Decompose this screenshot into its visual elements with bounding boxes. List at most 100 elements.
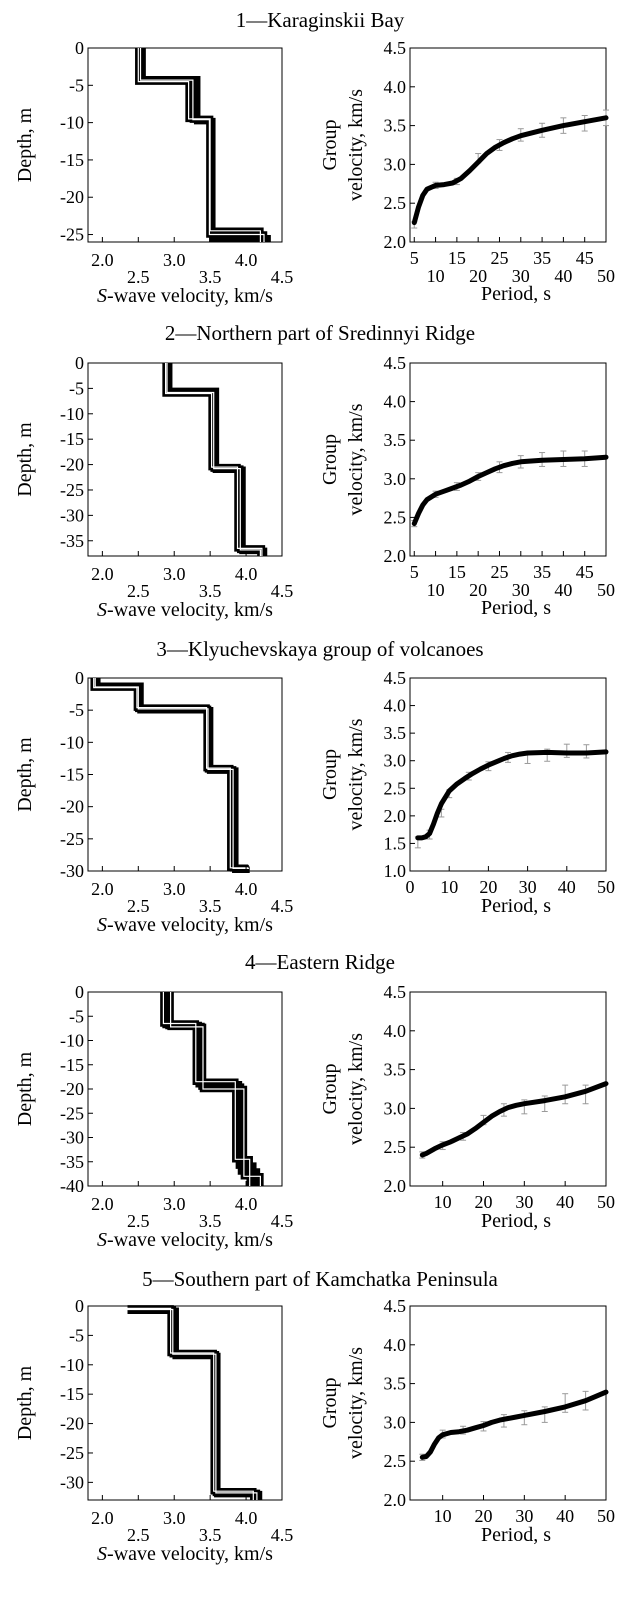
profile-xlabel-symbol: S bbox=[97, 599, 107, 621]
profile-ytick-label: -35 bbox=[60, 531, 84, 551]
profile-model-core bbox=[165, 363, 263, 556]
panel-title: 4—Eastern Ridge bbox=[245, 950, 395, 974]
panel-group-4: 4—Eastern Ridge 0 -5 -10 -15 -20 -25 -30 -35 -40 2… bbox=[14, 950, 615, 1251]
profile-xlabel-symbol: S bbox=[97, 1543, 107, 1565]
dispersion-ylabel-line2: velocity, km/s bbox=[345, 1033, 367, 1145]
profile-xlabel: S-wave velocity, km/s bbox=[97, 285, 273, 307]
dispersion-ytick-label: 2.0 bbox=[384, 232, 407, 252]
profile-xtick-label: 4.5 bbox=[271, 581, 294, 601]
profile-ytick-label: -5 bbox=[69, 1006, 84, 1026]
profile-xlabel-text: -wave velocity, km/s bbox=[107, 914, 273, 936]
profile-xtick-label: 3.5 bbox=[199, 1525, 222, 1545]
profile-xtick-label: 4.5 bbox=[271, 1211, 294, 1231]
dispersion-ylabel-line1: Group bbox=[319, 1063, 341, 1114]
profile-xtick-label: 2.0 bbox=[91, 879, 114, 899]
profile-xtick-label: 4.5 bbox=[271, 267, 294, 287]
profile-ytick-label: -15 bbox=[60, 1384, 84, 1404]
dispersion-xlabel: Period, s bbox=[481, 283, 551, 305]
profile-ytick-label: -15 bbox=[60, 1055, 84, 1075]
profile-ytick-label: 0 bbox=[75, 668, 84, 688]
profile-ytick-label: -10 bbox=[60, 1031, 84, 1051]
profile-ytick-label: -25 bbox=[60, 225, 84, 245]
profile-xtick-label: 4.0 bbox=[235, 879, 258, 899]
dispersion-xtick-label: 10 bbox=[440, 877, 458, 897]
dispersion-xtick-label: 30 bbox=[515, 1192, 533, 1212]
dispersion-ylabel-line2: velocity, km/s bbox=[345, 1347, 367, 1459]
dispersion-xtick-label: 20 bbox=[475, 1506, 493, 1526]
dispersion-ytick-label: 2.0 bbox=[384, 1176, 407, 1196]
dispersion-frame bbox=[409, 677, 607, 872]
profile-xtick-label: 4.0 bbox=[235, 564, 258, 584]
dispersion-plot: 2.0 2.5 3.0 3.5 4.0 4.5 5 15 25 35 45 10 20 30 40 50 Per… bbox=[319, 353, 615, 619]
profile-xlabel-text: -wave velocity, km/s bbox=[107, 285, 273, 307]
profile-xtick-label: 2.0 bbox=[91, 564, 114, 584]
panel-title: 2—Northern part of Sredinnyi Ridge bbox=[165, 321, 475, 345]
profile-xtick-label: 4.0 bbox=[235, 1194, 258, 1214]
profile-model-core bbox=[94, 678, 249, 869]
profile-ytick-label: 0 bbox=[75, 982, 84, 1002]
profile-ytick-label: -20 bbox=[60, 187, 84, 207]
dispersion-xtick-label: 20 bbox=[469, 266, 487, 286]
dispersion-xtick-label: 0 bbox=[406, 877, 415, 897]
dispersion-xlabel: Period, s bbox=[481, 1210, 551, 1232]
profile-xtick-label: 2.5 bbox=[127, 1525, 150, 1545]
dispersion-xtick-label: 25 bbox=[490, 248, 508, 268]
dispersion-xtick-label: 10 bbox=[427, 580, 445, 600]
dispersion-curve bbox=[419, 1081, 609, 1158]
profile-ytick-label: -5 bbox=[69, 1325, 84, 1345]
dispersion-ytick-label: 2.5 bbox=[384, 1137, 407, 1157]
dispersion-xlabel: Period, s bbox=[481, 1524, 551, 1546]
dispersion-ylabel-line1: Group bbox=[319, 434, 341, 485]
profile-frame bbox=[87, 1305, 283, 1501]
dispersion-xtick-label: 30 bbox=[512, 580, 530, 600]
dispersion-xtick-label: 50 bbox=[597, 266, 615, 286]
profile-xtick-label: 3.0 bbox=[163, 879, 186, 899]
dispersion-ytick-label: 2.0 bbox=[384, 806, 407, 826]
profile-xlabel-symbol: S bbox=[97, 1229, 107, 1251]
dispersion-xtick-label: 50 bbox=[597, 1506, 615, 1526]
dispersion-xlabel: Period, s bbox=[481, 597, 551, 619]
dispersion-xtick-label: 15 bbox=[448, 562, 466, 582]
profile-xtick-label: 3.0 bbox=[163, 564, 186, 584]
dispersion-ytick-label: 3.5 bbox=[384, 430, 407, 450]
dispersion-xtick-label: 30 bbox=[515, 1506, 533, 1526]
profile-xlabel-symbol: S bbox=[97, 914, 107, 936]
dispersion-plot: 2.0 2.5 3.0 3.5 4.0 4.5 5 15 25 35 45 10 20 30 40 50 Per… bbox=[319, 38, 615, 305]
dispersion-ytick-label: 2.5 bbox=[384, 1451, 407, 1471]
profile-ytick-label: -30 bbox=[60, 1128, 84, 1148]
dispersion-xtick-label: 5 bbox=[410, 562, 419, 582]
dispersion-ytick-label: 1.5 bbox=[384, 833, 407, 853]
profile-model-line bbox=[127, 1307, 263, 1500]
dispersion-curve bbox=[411, 115, 609, 226]
profile-xtick-label: 3.5 bbox=[199, 581, 222, 601]
profile-xtick-label: 4.0 bbox=[235, 1508, 258, 1528]
profile-ytick-label: -15 bbox=[60, 150, 84, 170]
dispersion-xtick-label: 25 bbox=[490, 562, 508, 582]
profile-frame bbox=[87, 362, 283, 557]
dispersion-xlabel: Period, s bbox=[481, 895, 551, 917]
dispersion-ytick-label: 3.0 bbox=[384, 751, 407, 771]
panel-group-5: 5—Southern part of Kamchatka Peninsula 0 -… bbox=[14, 1267, 615, 1565]
profile-xtick-label: 3.5 bbox=[199, 267, 222, 287]
dispersion-xtick-label: 20 bbox=[475, 1192, 493, 1212]
profile-xlabel: S-wave velocity, km/s bbox=[97, 914, 273, 936]
dispersion-ylabel-line1: Group bbox=[319, 119, 341, 170]
dispersion-ytick-label: 3.5 bbox=[384, 723, 407, 743]
dispersion-ylabel-line2: velocity, km/s bbox=[345, 89, 367, 201]
dispersion-ytick-label: 2.5 bbox=[384, 507, 407, 527]
profile-xlabel-symbol: S bbox=[97, 285, 107, 307]
dispersion-ytick-label: 4.0 bbox=[384, 1021, 407, 1041]
dispersion-plot: 2.0 2.5 3.0 3.5 4.0 4.5 10 20 30 40 50 Period, s Gro… bbox=[319, 982, 615, 1232]
profile-xtick-label: 3.0 bbox=[163, 1508, 186, 1528]
profile-ytick-label: -5 bbox=[69, 75, 84, 95]
profile-model-core bbox=[127, 1308, 258, 1500]
dispersion-xtick-label: 30 bbox=[512, 266, 530, 286]
dispersion-ytick-label: 1.0 bbox=[384, 861, 407, 881]
dispersion-curve bbox=[415, 749, 609, 841]
profile-xlabel-text: -wave velocity, km/s bbox=[107, 1543, 273, 1565]
dispersion-ytick-label: 3.5 bbox=[384, 116, 407, 136]
panel-title: 1—Karaginskii Bay bbox=[236, 8, 405, 32]
profile-xtick-label: 2.0 bbox=[91, 1194, 114, 1214]
dispersion-ytick-label: 3.5 bbox=[384, 1060, 407, 1080]
profile-ytick-label: -15 bbox=[60, 765, 84, 785]
